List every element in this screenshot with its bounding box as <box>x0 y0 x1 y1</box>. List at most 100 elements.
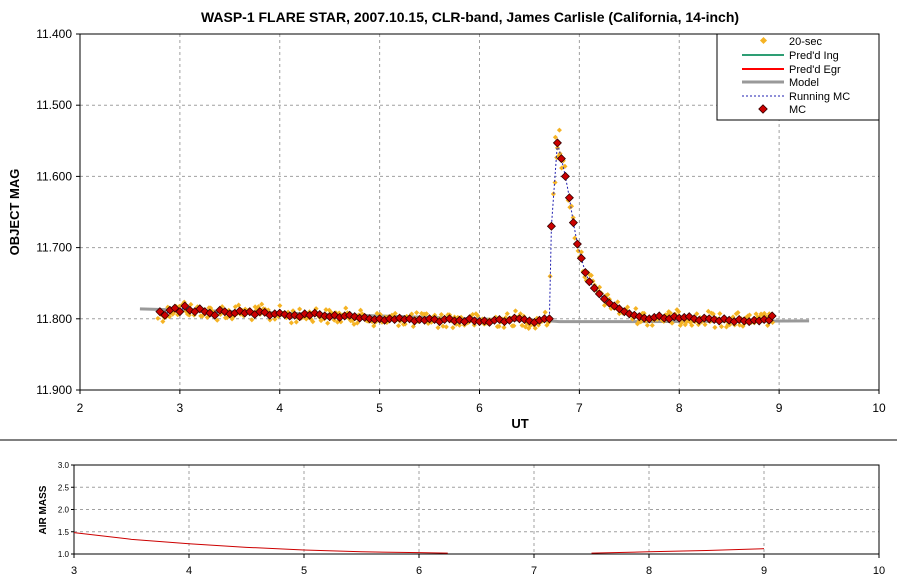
point-mc <box>552 138 562 148</box>
point-20-sec <box>288 320 294 326</box>
point-20-sec <box>325 320 331 326</box>
airmass-x-tick-label: 10 <box>873 565 885 577</box>
airmass-y-tick-label: 2.0 <box>58 506 70 515</box>
point-20-sec <box>702 322 708 328</box>
point-20-sec <box>676 309 682 315</box>
point-20-sec <box>438 311 444 318</box>
point-mc <box>560 171 570 181</box>
point-mc <box>564 193 574 203</box>
point-20-sec <box>395 323 402 329</box>
point-mc <box>599 294 609 304</box>
point-20-sec <box>423 311 430 317</box>
x-tick-label: 6 <box>476 401 483 415</box>
point-20-sec <box>155 315 161 321</box>
point-mc <box>170 303 180 313</box>
point-20-sec <box>512 308 519 314</box>
point-20-sec <box>588 272 594 278</box>
point-20-sec <box>470 311 476 317</box>
point-mc <box>576 253 586 263</box>
point-20-sec <box>297 306 303 312</box>
point-mc <box>767 311 777 321</box>
airmass-y-tick-label: 1.5 <box>58 528 70 537</box>
point-20-sec <box>358 307 364 313</box>
point-mc <box>580 267 590 278</box>
point-20-sec <box>669 320 675 326</box>
legend-item-mc: MC <box>758 104 806 116</box>
point-20-sec <box>718 324 725 330</box>
airmass-x-tick-label: 9 <box>761 565 767 577</box>
point-mc <box>175 307 185 317</box>
legend-label-model: Model <box>789 77 819 89</box>
legend-label-predd-ing: Pred'd Ing <box>789 50 839 62</box>
point-20-sec <box>511 323 517 329</box>
airmass-plot: 1.0 1.5 2.0 2.5 3.0 3 4 5 6 7 8 9 10 <box>58 461 885 577</box>
point-20-sec <box>649 322 655 328</box>
point-20-sec <box>160 319 166 325</box>
airmass-x-tick-label: 8 <box>646 565 652 577</box>
point-mc <box>556 154 566 164</box>
point-mc <box>568 218 578 228</box>
y-tick-label: 11.600 <box>36 169 72 183</box>
legend-label-running-mc: Running MC <box>789 91 850 103</box>
y-tick-label: 11.500 <box>36 98 72 112</box>
main-y-tick-labels: 11.400 11.500 11.600 11.700 11.800 11.900 <box>36 27 80 397</box>
x-tick-label: 9 <box>776 401 783 415</box>
x-tick-label: 5 <box>376 401 383 415</box>
point-20-sec <box>644 322 650 328</box>
y-axis-title: OBJECT MAG <box>7 169 22 256</box>
airmass-x-tick-label: 6 <box>416 565 422 577</box>
point-20-sec <box>392 310 398 316</box>
point-mc <box>210 310 220 320</box>
point-20-sec <box>188 301 194 307</box>
point-20-sec <box>641 310 647 316</box>
point-mc <box>160 310 170 320</box>
point-20-sec <box>443 324 449 330</box>
point-20-sec <box>633 305 639 312</box>
legend-marker-mc <box>758 104 768 114</box>
x-tick-label: 7 <box>576 401 583 415</box>
point-20-sec <box>735 310 741 316</box>
legend-item-predd-ing: Pred'd Ing <box>742 50 839 62</box>
point-20-sec <box>456 322 463 328</box>
legend-item-model: Model <box>742 77 819 89</box>
point-mc <box>546 221 556 231</box>
main-x-tick-labels: 2 3 4 5 6 7 8 9 10 <box>77 390 886 415</box>
airmass-x-tick-label: 4 <box>186 565 192 577</box>
main-series <box>139 127 810 331</box>
airmass-series <box>73 532 765 554</box>
x-tick-label: 10 <box>872 401 886 415</box>
airmass-x-tick-label: 7 <box>531 565 537 577</box>
point-20-sec <box>259 301 265 307</box>
point-20-sec <box>556 127 562 133</box>
point-20-sec <box>214 317 220 323</box>
point-20-sec <box>277 303 283 309</box>
airmass-y-tick-labels: 1.0 1.5 2.0 2.5 3.0 <box>58 461 74 559</box>
point-20-sec <box>343 305 349 311</box>
point-20-sec <box>435 325 441 331</box>
airmass-y-axis-title: AIR MASS <box>38 485 49 534</box>
airmass-line <box>73 532 448 554</box>
legend-label-mc: MC <box>789 104 806 116</box>
y-tick-label: 11.900 <box>36 383 72 397</box>
point-mc <box>584 277 594 287</box>
legend-marker-20-sec <box>759 36 768 45</box>
point-20-sec <box>496 323 502 329</box>
airmass-y-tick-label: 1.0 <box>58 550 70 559</box>
point-20-sec <box>323 307 329 313</box>
point-20-sec <box>354 320 360 326</box>
point-mc <box>539 314 549 324</box>
point-mc <box>572 239 582 249</box>
x-tick-label: 8 <box>676 401 683 415</box>
main-gridlines <box>80 34 879 390</box>
series-20-sec <box>155 127 776 331</box>
airmass-x-tick-labels: 3 4 5 6 7 8 9 10 <box>71 554 885 577</box>
x-tick-label: 2 <box>77 401 84 415</box>
legend-box <box>716 33 880 121</box>
point-mc <box>594 289 604 299</box>
point-20-sec <box>475 313 481 319</box>
point-20-sec <box>501 324 507 331</box>
legend-label-20-sec: 20-sec <box>789 36 823 48</box>
point-20-sec <box>371 323 377 329</box>
point-20-sec <box>414 310 420 316</box>
point-20-sec <box>552 134 558 140</box>
